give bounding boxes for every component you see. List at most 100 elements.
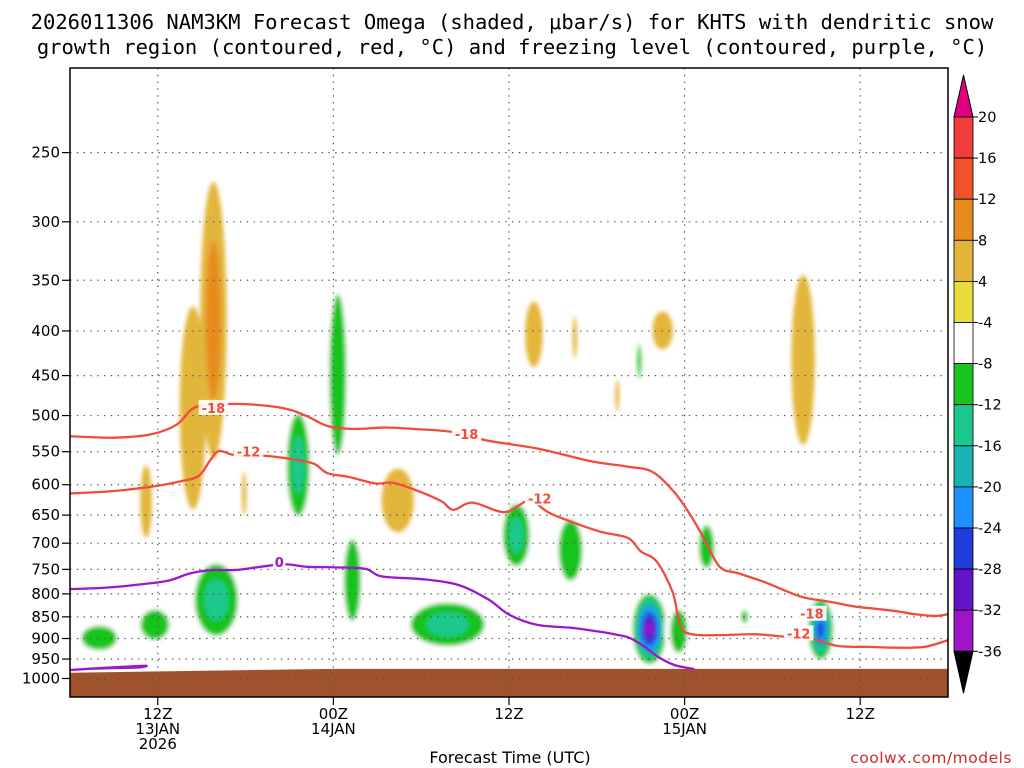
colorbar-bin xyxy=(953,445,974,488)
omega-region-15 xyxy=(129,598,180,651)
contour-label: -12 xyxy=(528,492,552,507)
y-tick-label: 250 xyxy=(31,144,60,162)
y-tick-label: 350 xyxy=(31,271,60,289)
y-tick-label: 500 xyxy=(31,407,60,425)
colorbar-label: -12 xyxy=(978,398,1002,414)
colorbar-label: 12 xyxy=(978,192,996,208)
omega-region-24 xyxy=(637,330,642,393)
colorbar-cap-top xyxy=(953,74,974,118)
omega-region-17 xyxy=(497,490,536,580)
omega-band xyxy=(791,274,815,445)
contour-line--12 xyxy=(70,449,948,649)
omega-region-6 xyxy=(572,316,578,359)
colorbar-bin xyxy=(953,157,974,200)
y-tick-label: 600 xyxy=(31,476,60,494)
contour-label-bg xyxy=(783,625,814,641)
omega-region-19 xyxy=(630,589,669,669)
omega-band xyxy=(525,301,543,368)
x-tick-label: 12Z xyxy=(143,705,172,723)
omega-band xyxy=(344,539,361,621)
contour-label-bg xyxy=(451,426,482,442)
contours: -18 -18 -18 -12 -12 -12 0 xyxy=(70,399,948,672)
contour-line-0-low xyxy=(70,664,148,672)
colorbar-label: -4 xyxy=(978,316,992,332)
colorbar-label: -32 xyxy=(978,603,1002,619)
omega-region-7 xyxy=(615,379,620,412)
colorbar-bin xyxy=(953,239,974,282)
omega-shading xyxy=(70,181,836,669)
x-tick-label: 15JAN xyxy=(662,720,707,738)
y-tick-label: 650 xyxy=(31,506,60,524)
x-tick-label: 14JAN xyxy=(311,720,356,738)
omega-region-18 xyxy=(549,497,591,604)
contour-label-bg xyxy=(524,490,555,506)
y-tick-label: 450 xyxy=(31,367,60,385)
y-tick-label: 550 xyxy=(31,443,60,461)
omega-band xyxy=(572,316,578,359)
colorbar-label: -28 xyxy=(978,562,1002,578)
colorbar-label: -8 xyxy=(978,357,992,373)
omega-region-16 xyxy=(394,593,501,656)
omega-region-3 xyxy=(241,471,247,516)
omega-band xyxy=(291,435,305,495)
colorbar-bin xyxy=(953,568,974,611)
contour-label: -12 xyxy=(237,446,261,461)
omega-band xyxy=(558,519,583,581)
colorbar: 20 16 12 8 4 -4 -8 -12 -16 -20 -24 -28 -32 -36 xyxy=(953,74,1002,694)
omega-region-13 xyxy=(185,548,248,651)
x-tick-label: 00Z xyxy=(670,705,699,723)
chart-title-line1: 2026011306 NAM3KM Forecast Omega (shaded… xyxy=(31,10,994,34)
y-tick-label: 850 xyxy=(31,608,60,626)
colorbar-label: 8 xyxy=(978,233,987,249)
contour-label-bg xyxy=(273,554,286,570)
omega-band xyxy=(646,622,653,636)
contour-label: -18 xyxy=(202,402,226,417)
omega-region-5 xyxy=(525,301,543,368)
terrain xyxy=(70,668,948,697)
credit-link[interactable]: coolwx.com/models xyxy=(850,749,1012,767)
plot-area: -18 -18 -18 -12 -12 -12 0 xyxy=(69,67,949,698)
colorbar-bin xyxy=(953,609,974,652)
omega-region-12 xyxy=(337,509,368,651)
colorbar-label: 16 xyxy=(978,151,996,167)
omega-band xyxy=(381,468,414,533)
omega-band xyxy=(670,609,688,653)
omega-region-0 xyxy=(200,181,227,459)
omega-region-11 xyxy=(282,392,315,538)
contour-label: 0 xyxy=(275,556,284,571)
y-tick-label: 1000 xyxy=(22,669,60,687)
colorbar-label: -24 xyxy=(978,521,1002,537)
grid xyxy=(70,68,948,697)
omega-region-14 xyxy=(70,616,130,660)
omega-region-2 xyxy=(140,465,152,538)
terrain-fill xyxy=(70,668,948,697)
omega-band xyxy=(426,612,469,637)
x-tick-label: 13JAN xyxy=(135,720,180,738)
contour-label: -18 xyxy=(455,428,479,443)
omega-band xyxy=(203,579,229,621)
colorbar-label: 20 xyxy=(978,110,996,126)
omega-band xyxy=(817,621,824,637)
omega-band xyxy=(81,625,117,651)
colorbar-bin xyxy=(953,404,974,447)
colorbar-cap-bottom xyxy=(953,650,974,694)
chart-title-line2: growth region (contoured, red, °C) and f… xyxy=(37,35,987,59)
omega-region-9 xyxy=(791,274,815,445)
contour-label-bg xyxy=(198,399,229,415)
omega-band xyxy=(508,517,524,553)
y-tick-label: 400 xyxy=(31,322,60,340)
contour-label-bg xyxy=(233,443,264,459)
omega-band xyxy=(329,293,347,456)
colorbar-bin xyxy=(953,322,974,364)
colorbar-bin xyxy=(953,527,974,570)
y-tick-label: 700 xyxy=(31,534,60,552)
omega-band xyxy=(615,379,620,412)
y-tick-label: 950 xyxy=(31,650,60,668)
x-tick-label: 12Z xyxy=(494,705,523,723)
x-axis-label: Forecast Time (UTC) xyxy=(429,748,590,767)
colorbar-label: 4 xyxy=(978,274,987,290)
colorbar-label: -20 xyxy=(978,480,1002,496)
x-tick-label: 12Z xyxy=(846,705,875,723)
omega-band xyxy=(637,343,642,380)
